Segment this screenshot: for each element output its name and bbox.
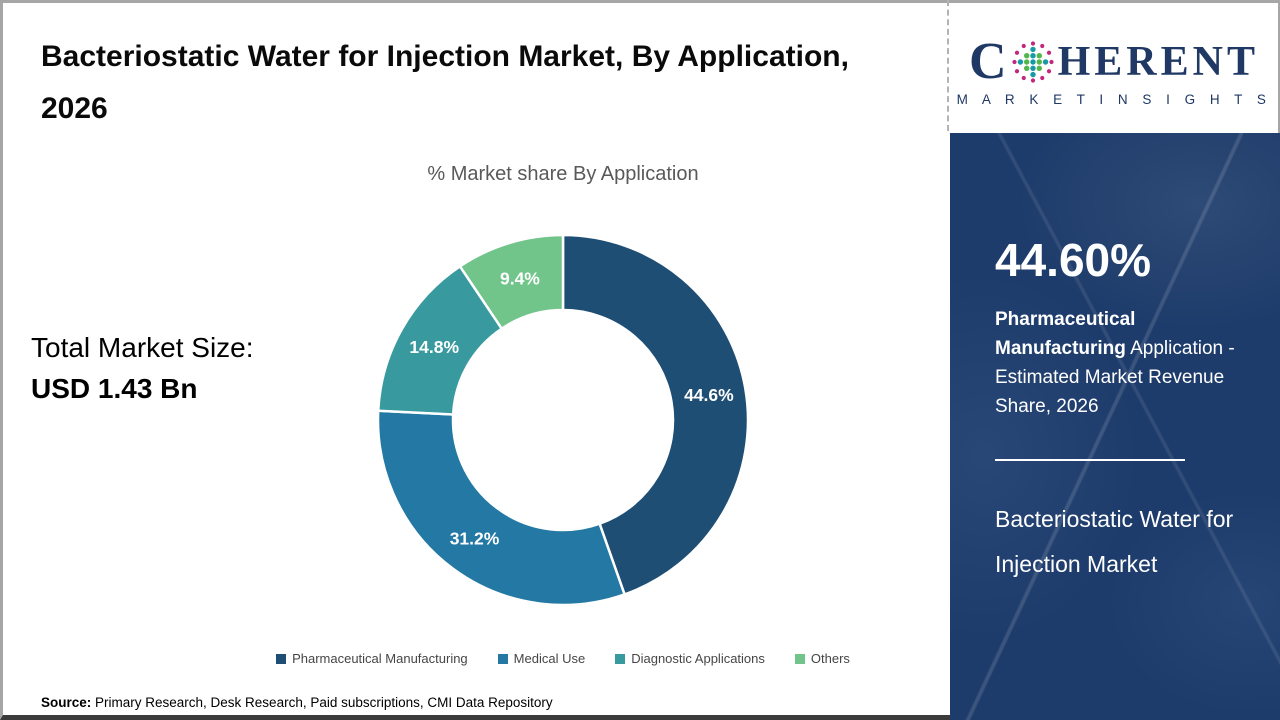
- donut-slice-0: [561, 233, 750, 597]
- legend-item-0: Pharmaceutical Manufacturing: [276, 651, 468, 666]
- logo-subtitle: M A R K E T I N S I G H T S: [956, 91, 1272, 107]
- slice-label-3: 9.4%: [500, 268, 540, 288]
- page-title: Bacteriostatic Water for Injection Marke…: [41, 40, 849, 125]
- legend-swatch-icon: [497, 653, 508, 664]
- panel-headline-share: 44.60%: [995, 234, 1152, 286]
- legend-label: Medical Use: [513, 651, 586, 666]
- legend-swatch-icon: [276, 653, 287, 664]
- brand-logo: C HERENT: [969, 32, 1259, 90]
- slice-label-2: 14.8%: [409, 337, 459, 357]
- logo-area: C HERENT M A R K E T I N S I G H T S: [950, 0, 1280, 133]
- main-content-area: Bacteriostatic Water for Injection Marke…: [0, 0, 950, 720]
- legend-swatch-icon: [794, 653, 805, 664]
- slice-label-1: 31.2%: [450, 529, 500, 549]
- chart-legend: Pharmaceutical Manufacturing Medical Use D…: [123, 651, 1003, 666]
- source-label: Source:: [41, 695, 92, 710]
- legend-label: Pharmaceutical Manufacturing: [292, 651, 468, 666]
- panel-highlight-segment: Pharmaceutical Manufacturing: [995, 309, 1136, 359]
- market-size-label: Total Market Size:: [31, 332, 254, 363]
- source-note: Source: Primary Research, Desk Research,…: [41, 695, 553, 710]
- panel-subhead: Pharmaceutical Manufacturing Application…: [995, 305, 1235, 421]
- donut-chart: 44.6% 31.2% 14.8% 9.4%: [376, 233, 750, 607]
- legend-label: Diagnostic Applications: [631, 651, 765, 666]
- legend-item-2: Diagnostic Applications: [615, 651, 765, 666]
- slice-label-0: 44.6%: [684, 385, 734, 405]
- panel-description: Application - Estimated Market Revenue S…: [995, 338, 1235, 417]
- globe-dots-icon: [1011, 40, 1054, 83]
- legend-item-3: Others: [794, 651, 850, 666]
- world-map-texture: [950, 133, 1280, 720]
- logo-wordmark: HERENT: [1057, 38, 1259, 85]
- side-panel: 44.60% Pharmaceutical Manufacturing Appl…: [950, 133, 1280, 720]
- panel-market-name: Bacteriostatic Water for Injection Marke…: [995, 506, 1234, 577]
- logo-letter-c: C: [969, 32, 1008, 90]
- market-size-value: USD 1.43 Bn: [31, 373, 198, 404]
- chart-title: % Market share By Application: [427, 163, 699, 185]
- donut-slice-3: [458, 233, 565, 331]
- donut-slice-1: [376, 409, 627, 607]
- total-market-size: Total Market Size: USD 1.43 Bn: [31, 327, 254, 409]
- dashed-divider: [947, 0, 949, 131]
- legend-item-1: Medical Use: [497, 651, 586, 666]
- source-text: Primary Research, Desk Research, Paid su…: [91, 695, 553, 710]
- panel-divider-line: [995, 459, 1185, 461]
- legend-label: Others: [810, 651, 850, 666]
- legend-swatch-icon: [615, 653, 626, 664]
